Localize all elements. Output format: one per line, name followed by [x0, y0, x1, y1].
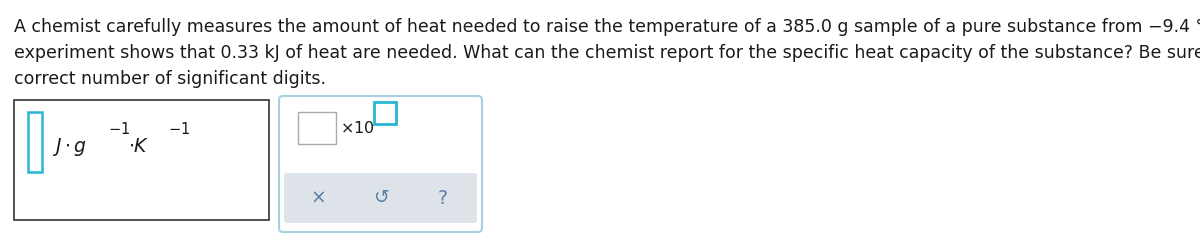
Text: ×: × [311, 189, 326, 207]
Bar [374, 102, 396, 124]
Text: experiment shows that 0.33 kJ of heat are needed. What can the chemist report fo: experiment shows that 0.33 kJ of heat ar… [14, 44, 1200, 62]
FancyBboxPatch shape [278, 96, 482, 232]
Text: A chemist carefully measures the amount of heat needed to raise the temperature : A chemist carefully measures the amount … [14, 18, 1200, 36]
Text: $J \cdot g$: $J \cdot g$ [52, 136, 88, 158]
Text: $\times$10: $\times$10 [340, 120, 374, 136]
Text: correct number of significant digits.: correct number of significant digits. [14, 70, 326, 88]
Bar [14, 100, 269, 220]
Text: $\cdot K$: $\cdot K$ [128, 138, 150, 156]
FancyBboxPatch shape [284, 173, 478, 223]
Text: ?: ? [438, 189, 448, 207]
Text: $-1$: $-1$ [108, 121, 130, 137]
Bar [28, 112, 42, 172]
Bar [298, 112, 336, 144]
Text: $-1$: $-1$ [168, 121, 190, 137]
Text: ↺: ↺ [373, 189, 389, 207]
